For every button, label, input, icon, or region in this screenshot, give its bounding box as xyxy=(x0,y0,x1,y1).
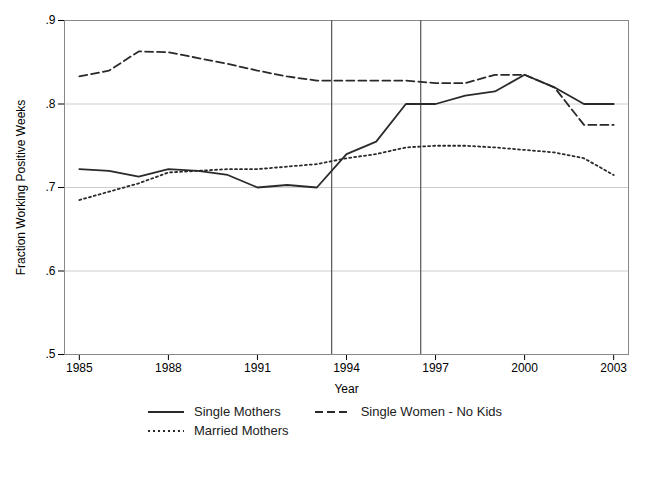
svg-text:1997: 1997 xyxy=(422,361,449,375)
svg-text:1991: 1991 xyxy=(244,361,271,375)
svg-text:2003: 2003 xyxy=(600,361,627,375)
html-text:Married Mothers: Married Mothers xyxy=(194,423,289,438)
html-text:Single Women - No Kids: Single Women - No Kids xyxy=(360,404,502,419)
svg-text:1985: 1985 xyxy=(66,361,93,375)
svg-text:Fraction Working Positive Week: Fraction Working Positive Weeks xyxy=(14,100,28,276)
html-text:Single Mothers: Single Mothers xyxy=(194,404,281,419)
svg-text:.6: .6 xyxy=(45,264,55,278)
svg-text:.8: .8 xyxy=(45,97,55,111)
svg-text:2000: 2000 xyxy=(511,361,538,375)
svg-text:Year: Year xyxy=(334,382,358,396)
svg-text:.7: .7 xyxy=(45,180,55,194)
svg-text:1994: 1994 xyxy=(333,361,360,375)
svg-text:1988: 1988 xyxy=(155,361,182,375)
svg-text:.9: .9 xyxy=(45,13,55,27)
svg-text:.5: .5 xyxy=(45,347,55,361)
